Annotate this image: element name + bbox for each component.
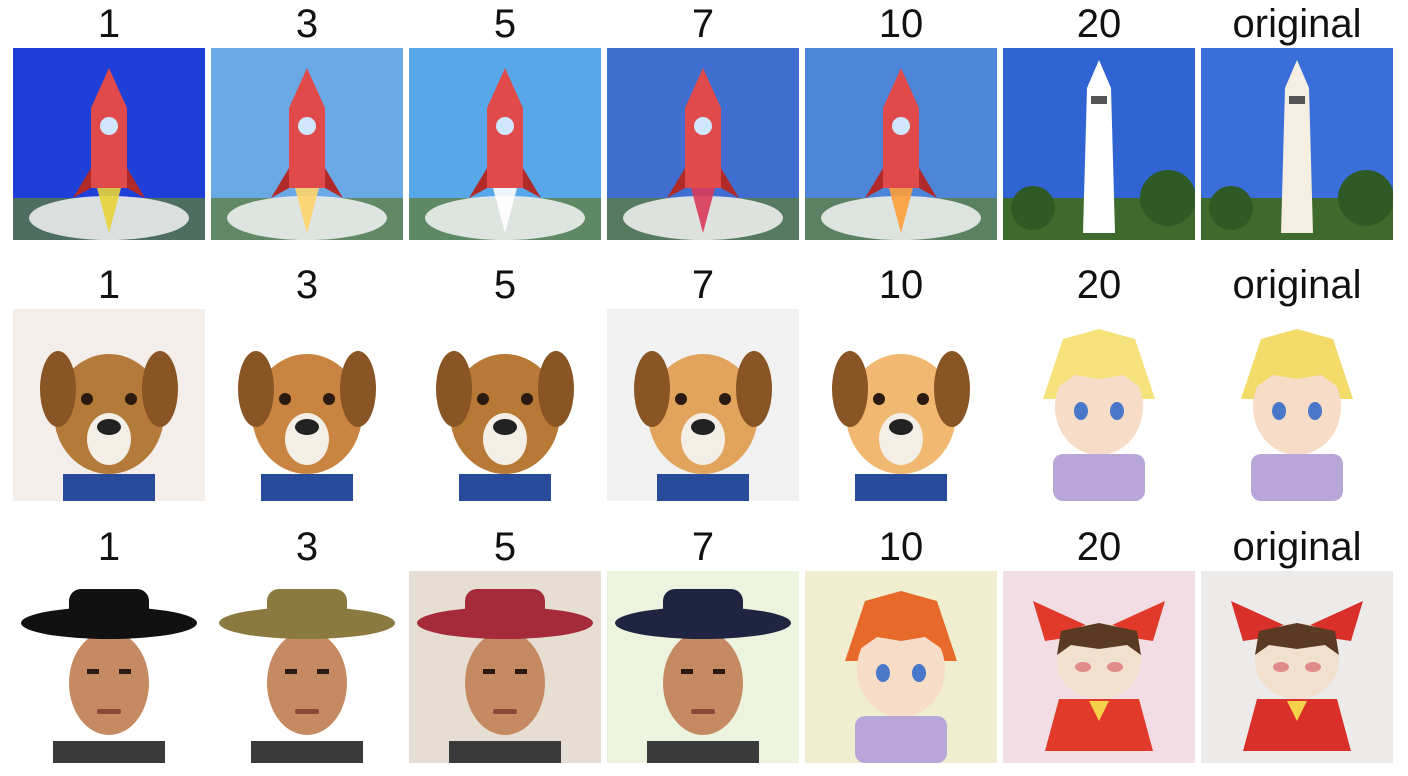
plush-doll-original-image (1201, 571, 1393, 763)
man-feathered-hat-image (409, 571, 601, 763)
anime-plush-tinted-image (1003, 309, 1195, 501)
cartoon-man-hat-image (211, 571, 403, 763)
step-label: 1 (97, 2, 121, 46)
anime-plush-original-image (1201, 309, 1393, 501)
rocket-standing-image (607, 48, 799, 240)
rocket-launch-pad-image (409, 48, 601, 240)
step-label: 1 (97, 263, 121, 307)
step-label: 7 (691, 525, 715, 569)
puppy-in-jacket-image (805, 309, 997, 501)
rocket-launch-rays-image (211, 48, 403, 240)
dog-in-suit-image (409, 309, 601, 501)
dog-with-goggles-image (607, 309, 799, 501)
man-profile-hat-image (607, 571, 799, 763)
step-label: 20 (1076, 525, 1122, 569)
dog-portrait-image (211, 309, 403, 501)
rocket-cartoon-image (13, 48, 205, 240)
step-label: 10 (878, 263, 924, 307)
step-label: 5 (493, 2, 517, 46)
step-label: 20 (1076, 263, 1122, 307)
tower-tinted-image (1003, 48, 1195, 240)
step-label: 10 (878, 2, 924, 46)
tower-original-image (1201, 48, 1393, 240)
step-label: 7 (691, 2, 715, 46)
step-label: 1 (97, 525, 121, 569)
step-label: 5 (493, 525, 517, 569)
dog-lying-image (13, 309, 205, 501)
step-label: original (1232, 525, 1362, 569)
shuttle-launch-image (805, 48, 997, 240)
anime-girl-bow-image (805, 571, 997, 763)
step-label: 5 (493, 263, 517, 307)
step-label: original (1232, 2, 1362, 46)
step-label: 20 (1076, 2, 1122, 46)
step-label: 3 (295, 2, 319, 46)
step-label: original (1232, 263, 1362, 307)
man-black-hat-image (13, 571, 205, 763)
step-label: 7 (691, 263, 715, 307)
plush-doll-tinted-image (1003, 571, 1195, 763)
step-label: 3 (295, 263, 319, 307)
step-label: 3 (295, 525, 319, 569)
step-label: 10 (878, 525, 924, 569)
